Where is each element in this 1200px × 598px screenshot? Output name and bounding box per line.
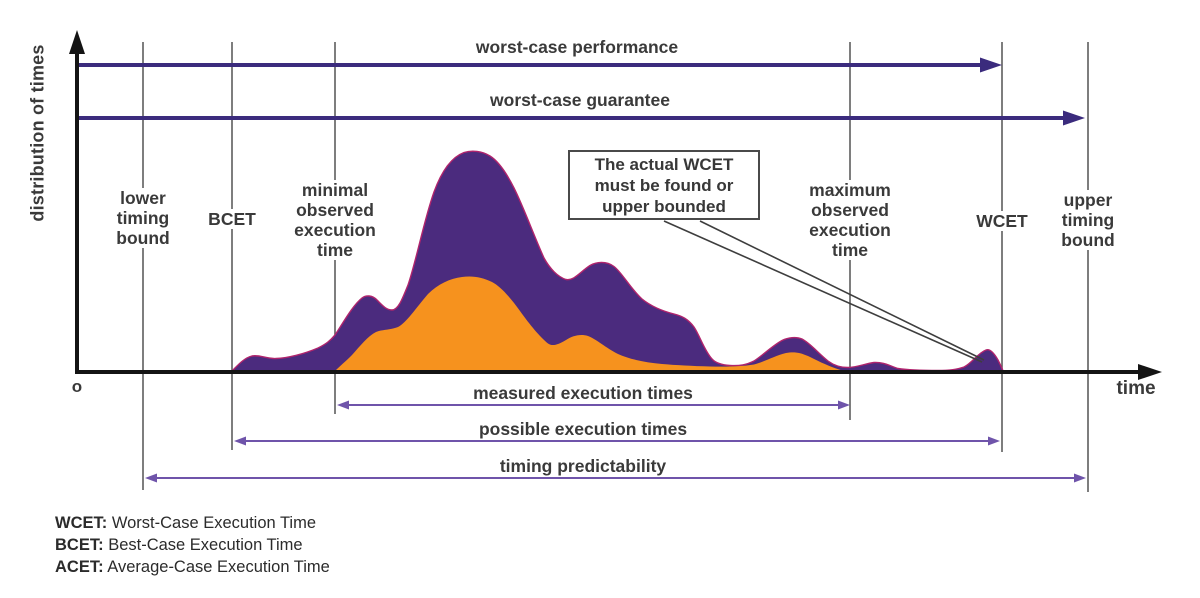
timing-predictability-label: timing predictability	[495, 456, 671, 477]
legend-row-bcet: BCET: Best-Case Execution Time	[55, 536, 303, 554]
origin-label: o	[71, 377, 83, 396]
worst-case-performance-arrowhead-icon	[980, 57, 1002, 73]
measured-execution-times-label: measured execution times	[469, 383, 697, 404]
marker-label-upper-timing-bound: upper timing bound	[1058, 190, 1118, 250]
measured-execution-times-arrow	[337, 400, 850, 410]
marker-label-lower-timing-bound: lower timing bound	[113, 188, 173, 248]
arrowhead-left-icon	[145, 473, 157, 483]
arrowhead-left-icon	[234, 436, 246, 446]
distribution-curve-orange	[336, 276, 847, 371]
callout-line-lower	[663, 220, 983, 363]
possible-execution-times-label: possible execution times	[474, 419, 692, 440]
worst-case-performance-label: worst-case performance	[475, 37, 679, 57]
annotation-box: The actual WCET must be found or upper b…	[568, 150, 760, 220]
legend-row-acet: ACET: Average-Case Execution Time	[55, 558, 330, 576]
range-arrows	[145, 400, 1086, 483]
legend-row-wcet: WCET: Worst-Case Execution Time	[55, 514, 317, 532]
marker-label-wcet: WCET	[973, 211, 1031, 231]
arrowhead-left-icon	[337, 400, 349, 410]
callout-pointer	[663, 220, 985, 363]
y-axis-arrowhead-icon	[69, 30, 85, 54]
arrowhead-right-icon	[988, 436, 1000, 446]
worst-case-guarantee-arrowhead-icon	[1063, 110, 1085, 126]
worst-case-arrows	[79, 57, 1085, 126]
possible-execution-times-arrow	[234, 436, 1000, 446]
legend: WCET: Worst-Case Execution Time BCET: Be…	[55, 512, 330, 578]
worst-case-guarantee-label: worst-case guarantee	[490, 90, 670, 110]
arrowhead-right-icon	[1074, 473, 1086, 483]
axes	[69, 30, 1162, 380]
marker-label-bcet: BCET	[205, 209, 259, 229]
timing-predictability-arrow	[145, 473, 1086, 483]
callout-line-upper	[699, 220, 985, 361]
x-axis-label: time	[1116, 378, 1156, 399]
x-axis-arrowhead-icon	[1138, 364, 1162, 380]
y-axis-label: distribution of times	[27, 44, 48, 222]
marker-label-minimal-observed: minimal observed execution time	[291, 180, 379, 260]
arrowhead-right-icon	[838, 400, 850, 410]
marker-label-maximum-observed: maximum observed execution time	[806, 180, 894, 260]
